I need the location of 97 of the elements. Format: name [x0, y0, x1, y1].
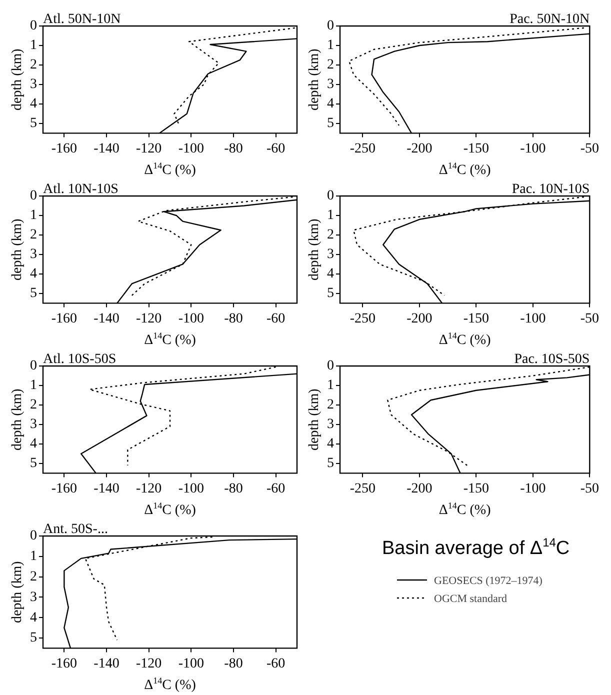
y-tick-label: 4 [327, 96, 334, 112]
y-tick-label: 5 [327, 116, 334, 132]
y-tick-label: 0 [327, 18, 334, 34]
x-tick-label: -150 [463, 311, 490, 326]
y-tick-label: 0 [30, 358, 37, 374]
y-tick-label: 5 [30, 630, 37, 646]
x-tick-label: -80 [224, 311, 243, 326]
x-tick-label: -100 [178, 481, 204, 496]
y-tick-label: 4 [327, 266, 334, 282]
y-tick-label: 5 [30, 116, 37, 132]
y-axis-title: depth (km) [10, 48, 25, 111]
y-axis-title: depth (km) [10, 388, 25, 451]
x-tick-label: -100 [178, 311, 204, 326]
chart-title: Pac. 50N-10N [510, 12, 590, 27]
x-tick-label: -50 [580, 481, 600, 496]
y-tick-label: 2 [327, 58, 334, 73]
y-tick-label: 2 [327, 398, 334, 413]
x-tick-label: -160 [51, 141, 78, 156]
x-tick-label: -60 [266, 656, 286, 672]
x-tick-label: -120 [136, 311, 162, 326]
y-axis-title: depth (km) [307, 48, 322, 111]
x-tick-label: -160 [51, 311, 78, 326]
y-tick-label: 3 [30, 417, 37, 432]
x-tick-label: -160 [51, 481, 78, 496]
y-axis-title: depth (km) [10, 560, 25, 624]
y-tick-label: 1 [30, 208, 37, 224]
x-tick-label: -150 [463, 481, 490, 496]
legend-label: GEOSECS (1972–1974) [434, 575, 543, 587]
y-tick-label: 5 [327, 286, 334, 302]
x-tick-label: -200 [406, 481, 432, 496]
y-tick-label: 3 [30, 77, 37, 92]
y-axis-title: depth (km) [10, 218, 25, 281]
y-tick-label: 4 [30, 96, 37, 112]
x-tick-label: -100 [520, 481, 546, 496]
x-tick-label: -80 [224, 141, 243, 156]
x-tick-label: -250 [350, 311, 376, 326]
chart-title: Atl. 50N-10N [43, 12, 121, 27]
chart-title: Atl. 10S-50S [43, 352, 116, 367]
x-tick-label: -100 [178, 141, 204, 156]
x-tick-label: -60 [266, 311, 286, 326]
y-tick-label: 5 [327, 456, 334, 472]
x-tick-label: -100 [520, 141, 546, 156]
x-tick-label: -140 [94, 656, 120, 672]
x-tick-label: -200 [406, 141, 432, 156]
y-tick-label: 2 [30, 398, 37, 413]
y-tick-label: 5 [30, 286, 37, 302]
x-tick-label: -120 [136, 141, 162, 156]
x-tick-label: -140 [94, 311, 120, 326]
y-tick-label: 0 [327, 358, 334, 374]
y-tick-label: 3 [30, 590, 37, 605]
chart-title: Pac. 10S-50S [514, 352, 590, 367]
x-tick-label: -120 [136, 656, 162, 672]
x-tick-label: -60 [266, 481, 286, 496]
x-tick-label: -120 [136, 481, 162, 496]
x-tick-label: -80 [224, 481, 243, 496]
x-tick-label: -140 [94, 481, 120, 496]
x-tick-label: -100 [178, 656, 204, 672]
x-tick-label: -60 [266, 141, 286, 156]
legend-label: OGCM standard [434, 593, 508, 605]
x-tick-label: -250 [350, 141, 376, 156]
x-tick-label: -160 [51, 656, 78, 672]
y-tick-label: 0 [30, 528, 37, 544]
x-tick-label: -50 [580, 311, 600, 326]
chart-title: Ant. 50S-... [43, 522, 108, 537]
chart-title: Pac. 10N-10S [512, 182, 590, 197]
y-tick-label: 1 [327, 378, 334, 394]
y-tick-label: 2 [30, 569, 37, 584]
y-tick-label: 2 [30, 58, 37, 73]
x-tick-label: -150 [463, 141, 490, 156]
y-tick-label: 1 [30, 38, 37, 54]
y-tick-label: 0 [30, 18, 37, 34]
y-tick-label: 3 [327, 247, 334, 262]
y-tick-label: 2 [30, 228, 37, 243]
y-tick-label: 5 [30, 456, 37, 472]
y-axis-title: depth (km) [307, 388, 322, 451]
y-tick-label: 4 [30, 266, 37, 282]
x-tick-label: -140 [94, 141, 120, 156]
y-tick-label: 4 [30, 610, 37, 626]
y-tick-label: 1 [30, 378, 37, 394]
x-tick-label: -250 [350, 481, 376, 496]
chart-title: Atl. 10N-10S [43, 182, 118, 197]
x-tick-label: -200 [406, 311, 432, 326]
y-tick-label: 1 [327, 208, 334, 224]
y-tick-label: 0 [327, 188, 334, 204]
y-tick-label: 3 [327, 77, 334, 92]
y-tick-label: 2 [327, 228, 334, 243]
y-tick-label: 1 [327, 38, 334, 54]
y-tick-label: 4 [30, 436, 37, 452]
y-tick-label: 3 [30, 247, 37, 262]
y-tick-label: 4 [327, 436, 334, 452]
y-tick-label: 1 [30, 549, 37, 564]
x-tick-label: -50 [580, 141, 600, 156]
y-axis-title: depth (km) [307, 218, 322, 281]
x-tick-label: -80 [224, 656, 243, 672]
x-tick-label: -100 [520, 311, 546, 326]
y-tick-label: 0 [30, 188, 37, 204]
y-tick-label: 3 [327, 417, 334, 432]
